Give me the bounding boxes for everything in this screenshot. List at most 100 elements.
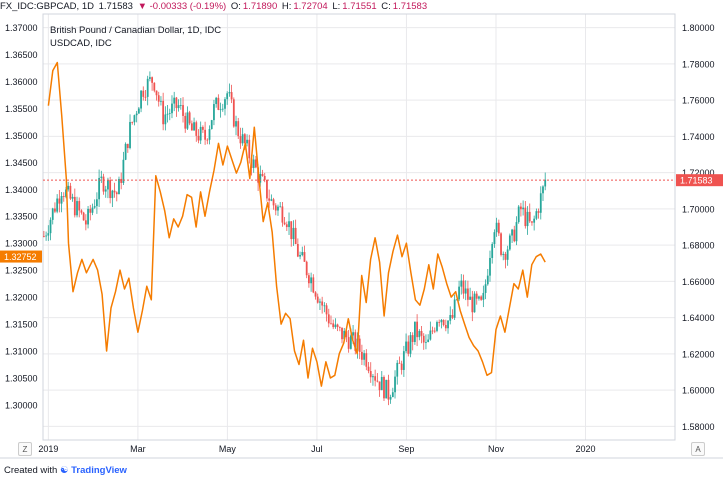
candle-body	[389, 397, 392, 400]
left-axis-tick-label: 1.33000	[5, 239, 38, 249]
candle-body	[215, 97, 218, 105]
candle-body	[109, 180, 112, 199]
candle-body	[243, 134, 246, 144]
left-last-value-badge	[0, 250, 42, 263]
candle-body	[137, 108, 140, 114]
candle-body	[418, 331, 421, 338]
candle-body	[427, 339, 430, 342]
candle-body	[303, 252, 306, 262]
candle-body	[126, 143, 129, 149]
candle-body	[290, 221, 293, 240]
candle-body	[358, 338, 361, 352]
candle-body	[272, 199, 275, 206]
candle-body	[142, 90, 145, 97]
candle-body	[299, 255, 301, 257]
candle-body	[177, 105, 180, 109]
open-value: 1.71890	[242, 1, 278, 12]
candle-body	[314, 292, 317, 297]
left-axis-tick-label: 1.37000	[5, 23, 38, 33]
candle-body	[115, 192, 118, 195]
low-label: L:	[332, 1, 341, 12]
price-chart[interactable]: 1.37000 1.36500 1.36000 1.35500 1.35000 1.345…	[0, 0, 723, 462]
candle-body	[405, 341, 407, 352]
candle-body	[544, 179, 547, 187]
candle-body	[54, 208, 56, 212]
time-axis-tick-label: 2020	[575, 444, 595, 454]
candle-body	[168, 113, 171, 115]
candle-body	[391, 392, 394, 398]
candle-body	[409, 335, 412, 354]
candle-body	[323, 305, 326, 307]
candle-body	[301, 252, 304, 256]
candle-body	[102, 176, 105, 192]
candle-body	[396, 362, 399, 377]
candle-body	[239, 136, 242, 144]
candle-body	[495, 222, 498, 233]
candle-body	[76, 201, 78, 216]
candle-body	[148, 77, 151, 79]
left-axis-tick-label: 1.35500	[5, 104, 38, 114]
right-price-axis[interactable]: 1.80000 1.78000 1.76000 1.74000 1.72000 1.700…	[682, 23, 715, 432]
candle-body	[520, 206, 522, 210]
candle-body	[436, 322, 438, 331]
candle-body	[241, 134, 244, 144]
candle-body	[524, 207, 527, 227]
candle-body	[460, 280, 463, 287]
candle-body	[363, 353, 366, 360]
candle-body	[398, 362, 401, 364]
candle-body	[274, 205, 277, 211]
candle-body	[113, 190, 116, 193]
right-axis-tick-label: 1.70000	[682, 204, 715, 214]
right-axis-tick-label: 1.78000	[682, 59, 715, 69]
symbol-name[interactable]: FX_IDC:GBPCAD, 1D	[0, 1, 94, 12]
legend-main-series: British Pound / Canadian Dollar, 1D, IDC	[50, 25, 221, 36]
candle-body	[67, 185, 70, 190]
candle-body	[219, 109, 222, 111]
candle-body	[400, 363, 403, 370]
candle-body	[294, 227, 297, 245]
candle-body	[135, 113, 138, 116]
auto-scale-button[interactable]: A	[691, 442, 705, 456]
candle-body	[531, 221, 533, 223]
last-price: 1.71583	[98, 1, 133, 12]
tradingview-brand[interactable]: TradingView	[71, 465, 127, 476]
candle-body	[504, 253, 507, 260]
candle-body	[330, 323, 332, 325]
candle-body	[292, 227, 295, 240]
open-label: O:	[230, 1, 241, 12]
candle-body	[164, 114, 167, 125]
candle-body	[296, 244, 299, 257]
candle-body	[230, 92, 233, 100]
candle-body	[237, 121, 240, 137]
candle-body	[131, 122, 134, 123]
candle-body	[308, 275, 310, 284]
candle-body	[345, 330, 348, 338]
candle-body	[248, 139, 251, 159]
candle-body	[213, 104, 215, 121]
candle-body	[467, 288, 469, 300]
left-axis-tick-label: 1.31000	[5, 347, 38, 357]
candle-body	[122, 159, 125, 183]
candle-body	[480, 296, 483, 300]
candle-body	[104, 189, 107, 192]
candle-body	[71, 196, 74, 199]
candle-body	[120, 178, 123, 183]
usdcad-line	[47, 61, 546, 387]
candle-body	[407, 341, 410, 354]
candle-body	[332, 323, 335, 328]
time-axis[interactable]: 2019 Mar May Jul Sep Nov 2020	[38, 444, 595, 454]
candle-body	[471, 296, 474, 313]
candle-body	[341, 327, 343, 340]
candle-body	[175, 97, 178, 109]
candle-body	[537, 211, 540, 213]
candle-body	[107, 180, 109, 190]
zoom-reset-button[interactable]: Z	[18, 442, 32, 456]
left-price-axis[interactable]: 1.37000 1.36500 1.36000 1.35500 1.35000 1.345…	[5, 23, 38, 410]
candle-body	[89, 208, 92, 213]
candle-body	[217, 97, 220, 110]
candle-body	[179, 105, 182, 106]
price-change: ▼ -0.00333 (-0.19%)	[137, 1, 227, 12]
candle-body	[246, 139, 248, 144]
candle-body	[433, 330, 436, 332]
left-axis-tick-label: 1.30500	[5, 373, 38, 383]
